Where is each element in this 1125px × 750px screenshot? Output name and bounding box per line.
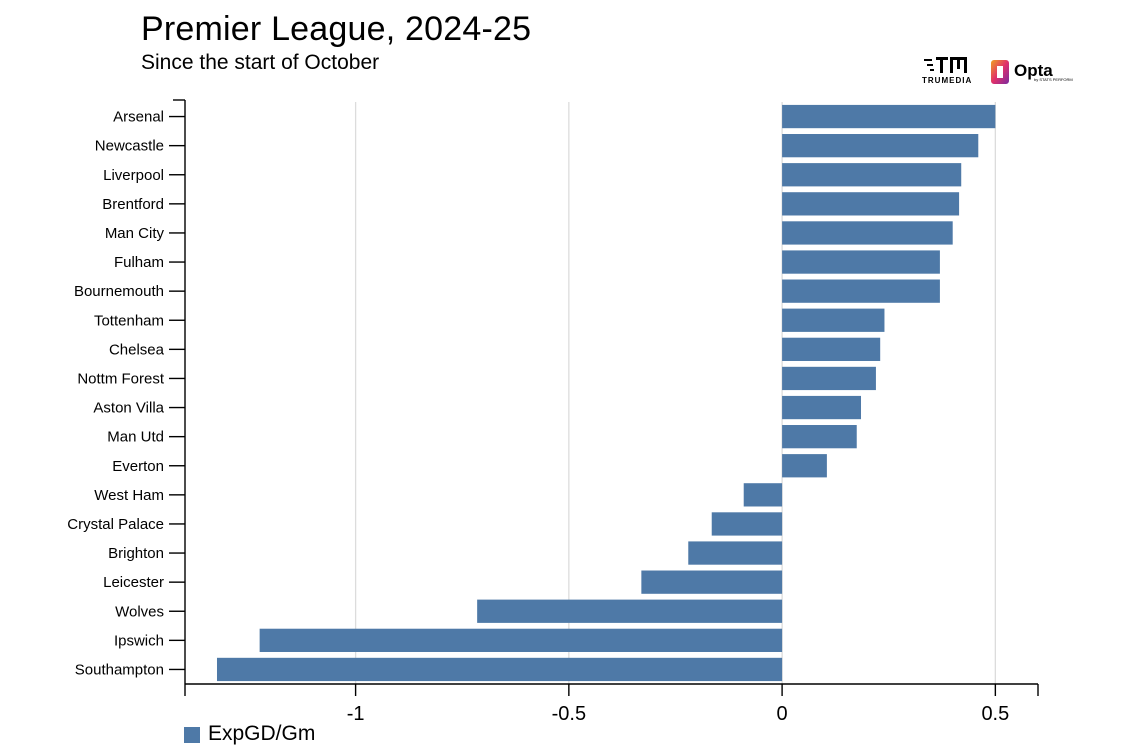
bar-brentford bbox=[782, 192, 960, 216]
category-label: Nottm Forest bbox=[77, 370, 165, 387]
category-label: Wolves bbox=[115, 603, 164, 620]
category-label: Bournemouth bbox=[74, 283, 164, 300]
chart-title: Premier League, 2024-25 bbox=[141, 10, 532, 48]
legend-label: ExpGD/Gm bbox=[208, 722, 316, 745]
bar-tottenham bbox=[782, 308, 885, 332]
grid-lines bbox=[354, 102, 996, 684]
bar-chelsea bbox=[782, 337, 881, 361]
bar-man-city bbox=[782, 221, 953, 245]
tick-labels: -1 -0.5 0 0.5 bbox=[347, 703, 1010, 725]
category-label: Liverpool bbox=[103, 167, 164, 184]
bar-liverpool bbox=[782, 163, 962, 187]
category-label: Leicester bbox=[103, 574, 164, 591]
bar-crystal-palace bbox=[711, 512, 783, 536]
category-label: Brentford bbox=[102, 196, 164, 213]
x-tick-label: -1 bbox=[347, 703, 365, 725]
trumedia-wordmark: TRUMEDIA bbox=[922, 76, 973, 85]
bar-ipswich bbox=[259, 628, 783, 652]
bar-man-utd bbox=[782, 425, 857, 449]
opta-tagline: by STATS PERFORM bbox=[1034, 77, 1073, 82]
bar-bournemouth bbox=[782, 279, 940, 303]
trumedia-mark-icon bbox=[924, 57, 967, 73]
category-label: Southampton bbox=[75, 661, 164, 678]
category-label: Brighton bbox=[108, 545, 164, 562]
axes bbox=[169, 99, 1039, 696]
bar-newcastle bbox=[782, 134, 979, 158]
category-label: Ipswich bbox=[114, 632, 164, 649]
bars bbox=[216, 104, 996, 682]
bar-wolves bbox=[477, 599, 783, 623]
chart-subtitle: Since the start of October bbox=[141, 51, 380, 74]
trumedia-logo: TRUMEDIA bbox=[918, 55, 984, 89]
category-label: Crystal Palace bbox=[67, 516, 164, 533]
bar-leicester bbox=[641, 570, 783, 594]
bar-arsenal bbox=[782, 104, 996, 129]
x-tick-label: 0.5 bbox=[981, 703, 1009, 725]
category-label: Chelsea bbox=[109, 341, 165, 358]
bar-brighton bbox=[688, 541, 783, 565]
bar-nottm-forest bbox=[782, 366, 876, 391]
legend-swatch bbox=[184, 727, 200, 743]
opta-wordmark: Opta bbox=[1014, 61, 1053, 80]
opta-mark-icon bbox=[991, 60, 1009, 84]
bar-west-ham bbox=[743, 483, 783, 507]
bar-aston-villa bbox=[782, 395, 862, 420]
category-label: Tottenham bbox=[94, 312, 164, 329]
category-label: Aston Villa bbox=[93, 400, 164, 417]
category-label: Newcastle bbox=[95, 138, 164, 155]
bar-southampton bbox=[216, 657, 783, 682]
category-label: Man Utd bbox=[107, 429, 164, 446]
logo-group: TRUMEDIA Opta by STATS PERFORM bbox=[918, 55, 1078, 89]
category-label: West Ham bbox=[94, 487, 164, 504]
category-label: Fulham bbox=[114, 254, 164, 271]
category-labels: Arsenal Newcastle Liverpool Brentford Man Ci… bbox=[67, 109, 165, 679]
category-label: Man City bbox=[105, 225, 165, 242]
bar-fulham bbox=[782, 250, 940, 274]
opta-logo: Opta by STATS PERFORM bbox=[990, 57, 1080, 87]
x-tick-label: -0.5 bbox=[552, 703, 586, 725]
bar-everton bbox=[782, 454, 827, 478]
category-label: Arsenal bbox=[113, 109, 164, 126]
x-tick-label: 0 bbox=[777, 703, 788, 725]
category-label: Everton bbox=[112, 458, 164, 475]
